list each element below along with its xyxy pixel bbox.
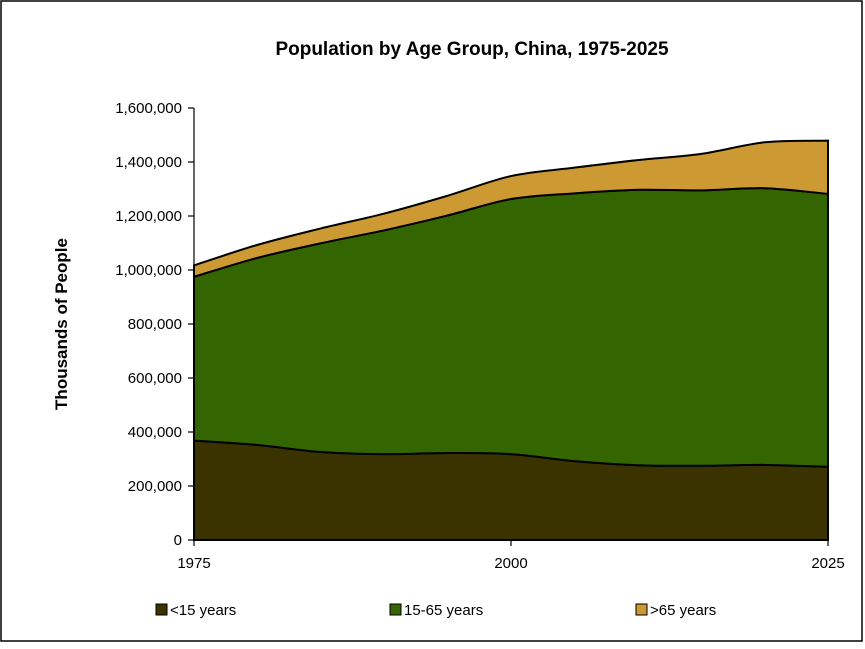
- legend-swatch: [389, 603, 402, 616]
- x-tick-label: 1975: [177, 555, 210, 572]
- legend-item-under-15: <15 years: [155, 602, 236, 619]
- x-tick-label: 2025: [811, 555, 844, 572]
- legend-label: >65 years: [650, 602, 716, 619]
- legend-item-15-65: 15-65 years: [389, 602, 483, 619]
- x-tick-label: 2000: [494, 555, 527, 572]
- y-tick-label: 1,200,000: [115, 208, 182, 225]
- y-tick-label: 400,000: [128, 424, 182, 441]
- y-tick-label: 600,000: [128, 370, 182, 387]
- legend-swatch: [155, 603, 168, 616]
- y-tick-label: 800,000: [128, 316, 182, 333]
- legend-swatch: [635, 603, 648, 616]
- y-tick-label: 0: [174, 532, 182, 549]
- y-tick-label: 1,000,000: [115, 262, 182, 279]
- y-axis-label: Thousands of People: [52, 238, 71, 410]
- legend-item-over-65: >65 years: [635, 602, 716, 619]
- y-tick-label: 1,600,000: [115, 100, 182, 117]
- chart-title: Population by Age Group, China, 1975-202…: [275, 39, 669, 60]
- legend-label: <15 years: [170, 602, 236, 619]
- legend: <15 years 15-65 years >65 years: [155, 602, 716, 619]
- area-layer: [193, 139, 829, 541]
- y-tick-label: 1,400,000: [115, 154, 182, 171]
- legend-label: 15-65 years: [404, 602, 483, 619]
- y-tick-label: 200,000: [128, 478, 182, 495]
- axes-layer: 0 200,000 400,000 600,000 800,000 1,000,000 1,…: [115, 100, 844, 572]
- area-over-65: [193, 139, 829, 279]
